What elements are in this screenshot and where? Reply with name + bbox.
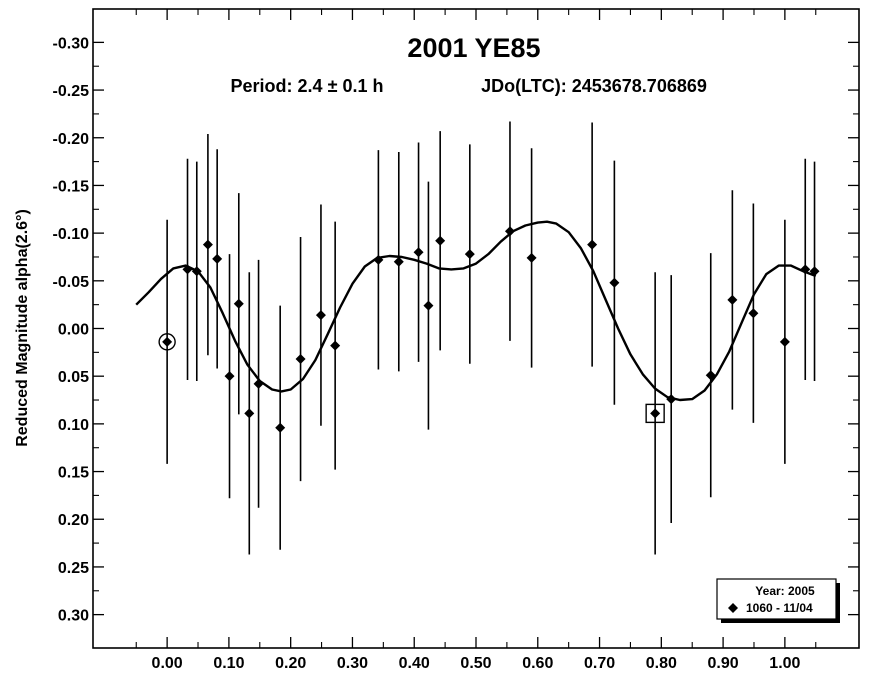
data-point	[191, 266, 202, 277]
data-point	[393, 256, 404, 267]
data-point	[315, 310, 326, 321]
x-tick-label: 0.80	[646, 655, 677, 672]
y-tick-label: 0.10	[58, 417, 89, 434]
data-point	[504, 226, 515, 237]
data-point	[650, 408, 661, 419]
y-tick-label: -0.25	[53, 83, 90, 100]
x-tick-label: 1.00	[769, 655, 800, 672]
data-point	[809, 266, 820, 277]
data-point	[295, 354, 306, 365]
data-point	[162, 336, 173, 347]
data-point	[779, 336, 790, 347]
data-point	[666, 394, 677, 405]
fourier-fit-curve	[135, 220, 817, 402]
data-point	[373, 254, 384, 265]
fit-curve-layer	[135, 220, 817, 402]
data-point	[233, 298, 244, 309]
data-point	[224, 371, 235, 382]
y-tick-label: 0.15	[58, 465, 89, 482]
y-axis-title: Reduced Magnitude alpha(2.6°)	[14, 209, 31, 447]
x-tick-label: 0.00	[152, 655, 183, 672]
data-point	[727, 294, 738, 305]
data-point	[464, 249, 475, 260]
data-point	[202, 239, 213, 250]
data-point	[244, 408, 255, 419]
y-axis-ticks: -0.30 -0.25 -0.20 -0.15 -0.10 -0.05 0.00 0.05 0.…	[53, 35, 859, 625]
legend-entry-label: 1060 - 11/04	[746, 601, 813, 615]
y-tick-label: 0.05	[58, 369, 89, 386]
legend-diamond-icon	[728, 603, 738, 613]
x-tick-label: 0.10	[213, 655, 244, 672]
x-tick-label: 0.20	[275, 655, 306, 672]
x-tick-label: 0.90	[708, 655, 739, 672]
data-point	[423, 300, 434, 311]
data-point	[748, 308, 759, 319]
x-tick-label: 0.50	[460, 655, 491, 672]
data-point	[212, 253, 223, 264]
period-subtitle: Period: 2.4 ± 0.1 h	[231, 76, 384, 96]
y-tick-label: -0.10	[53, 226, 90, 243]
data-point	[253, 378, 264, 389]
legend-title: Year: 2005	[755, 584, 815, 598]
y-tick-label: 0.20	[58, 512, 89, 529]
y-tick-label: 0.25	[58, 560, 89, 577]
y-tick-label: 0.00	[58, 322, 89, 339]
x-tick-label: 0.70	[584, 655, 615, 672]
data-point	[587, 239, 598, 250]
y-tick-label: -0.15	[53, 178, 90, 195]
x-axis-ticks: 0.00 0.10 0.20 0.30 0.40 0.50 0.60 0.70 0.80 0.90…	[135, 9, 817, 672]
data-point	[800, 264, 811, 275]
data-points-layer	[158, 121, 820, 555]
highlight-square-marker	[645, 403, 665, 424]
epoch-subtitle: JDo(LTC): 2453678.706869	[481, 76, 707, 96]
legend-box	[716, 578, 837, 620]
x-tick-label: 0.40	[399, 655, 430, 672]
plot-frame	[92, 8, 860, 649]
y-tick-label: -0.30	[53, 35, 90, 52]
data-point	[330, 340, 341, 351]
highlight-circle-marker	[158, 333, 176, 351]
data-point	[609, 277, 620, 288]
data-point	[413, 247, 424, 258]
data-point	[182, 264, 193, 275]
data-point	[435, 235, 446, 246]
y-tick-label: -0.05	[53, 274, 90, 291]
data-point	[705, 370, 716, 381]
legend: Year: 2005 1060 - 11/04	[716, 578, 840, 623]
chart-title: 2001 YE85	[407, 33, 540, 63]
y-tick-label: 0.30	[58, 608, 89, 625]
data-point	[275, 422, 286, 433]
y-tick-label: -0.20	[53, 131, 90, 148]
x-tick-label: 0.60	[522, 655, 553, 672]
data-point	[526, 252, 537, 263]
x-tick-label: 0.30	[337, 655, 368, 672]
